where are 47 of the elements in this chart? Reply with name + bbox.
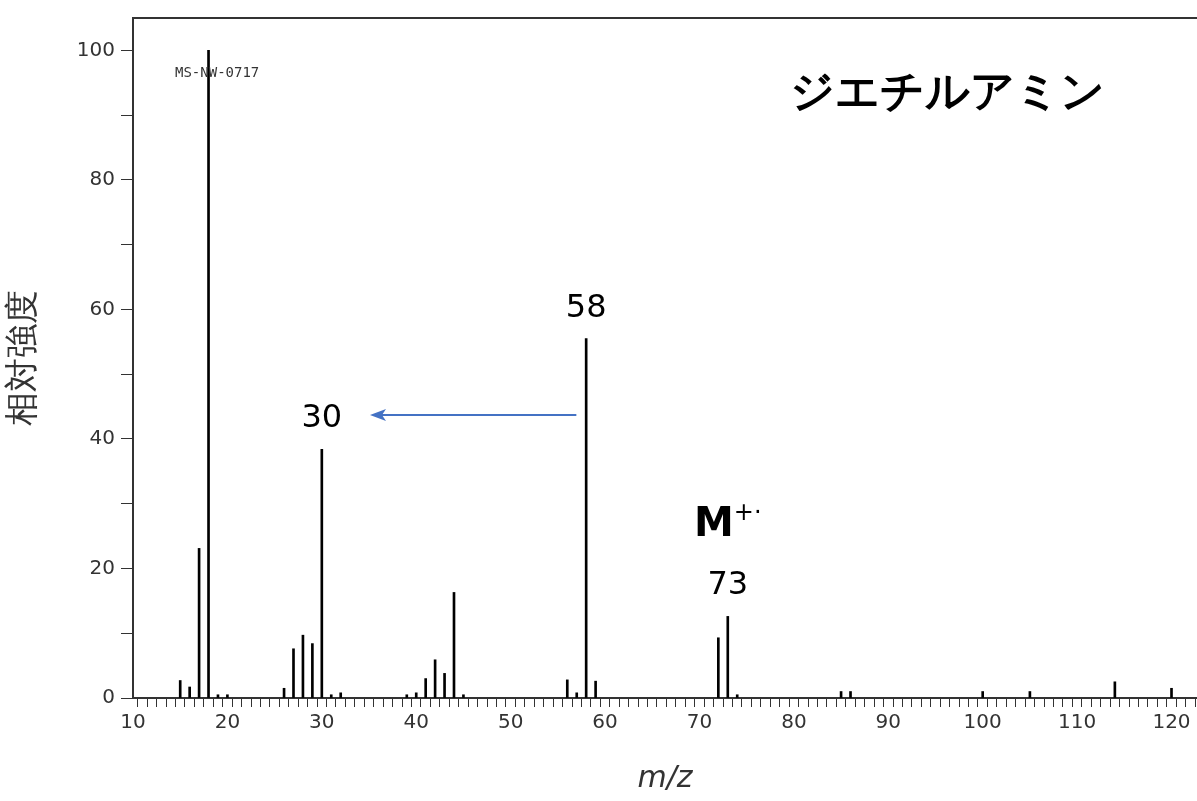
bar [462,694,465,698]
y-axis-title: 相対強度 [1,290,42,426]
x-tick-label: 60 [592,709,618,734]
bar [575,692,579,698]
bar [414,692,418,698]
bar [565,679,569,698]
x-tick-label: 90 [875,709,902,734]
bar [339,692,343,698]
x-axis-title: m/z [637,758,694,794]
y-tick-label: 40 [89,425,115,450]
bar [981,691,985,698]
y-tick-label: 80 [89,166,115,191]
bar [188,686,191,698]
y-tick-label: 20 [89,554,115,579]
x-tick-label: 10 [120,709,146,734]
annotation: 30 [301,397,343,436]
text: ジエチルアミン [789,65,1105,117]
bar [726,616,730,698]
annotation: M+· [694,498,762,546]
x-tick-label: 70 [686,709,713,734]
bar [717,637,720,698]
y-tick-label: 0 [102,684,115,709]
x-tick-label: 110 [1058,709,1097,734]
x-tick-label: 80 [781,709,807,734]
y-tick-label: 60 [89,295,115,320]
x-tick-label: 40 [403,709,429,734]
x-tick-label: 100 [963,709,1002,734]
bar [292,648,295,698]
x-tick-label: 20 [214,709,241,734]
bar [735,694,739,698]
bar [178,680,182,698]
annotation: 73 [707,564,749,603]
x-tick-label: 30 [309,709,335,734]
x-tick-label: 50 [497,709,524,734]
annotation: 58 [565,286,607,325]
bar [1170,687,1173,698]
y-tick-label: 100 [76,36,115,61]
bar [226,694,229,698]
bar [424,678,427,698]
bar [849,691,852,698]
bar [594,680,597,698]
bar [311,643,314,698]
x-tick-label: 120 [1152,709,1191,734]
bar [329,694,333,698]
bar [405,694,409,698]
bar [443,673,446,698]
bar [320,448,324,698]
